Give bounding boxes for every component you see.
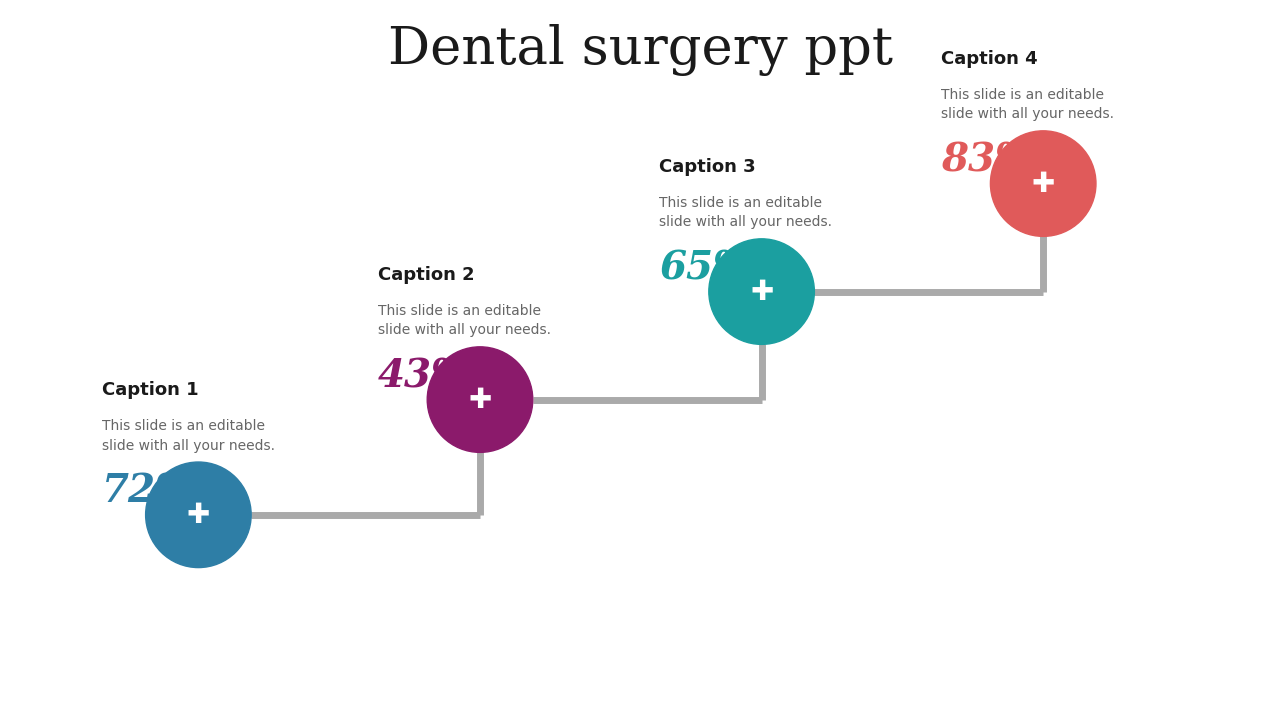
Text: Caption 2: Caption 2 bbox=[378, 266, 474, 284]
Text: Dental surgery ppt: Dental surgery ppt bbox=[388, 24, 892, 76]
Text: ✚: ✚ bbox=[750, 278, 773, 305]
Text: 65%: 65% bbox=[659, 249, 750, 287]
Text: This slide is an editable
slide with all your needs.: This slide is an editable slide with all… bbox=[941, 88, 1114, 122]
Text: This slide is an editable
slide with all your needs.: This slide is an editable slide with all… bbox=[659, 196, 832, 230]
Circle shape bbox=[991, 131, 1096, 236]
Circle shape bbox=[428, 347, 532, 452]
Text: This slide is an editable
slide with all your needs.: This slide is an editable slide with all… bbox=[378, 304, 550, 338]
Circle shape bbox=[709, 239, 814, 344]
Text: Caption 4: Caption 4 bbox=[941, 50, 1037, 68]
Circle shape bbox=[146, 462, 251, 567]
Text: Caption 1: Caption 1 bbox=[102, 381, 198, 399]
Text: ✚: ✚ bbox=[468, 386, 492, 413]
Text: ✚: ✚ bbox=[187, 501, 210, 528]
Text: 83%: 83% bbox=[941, 141, 1032, 179]
Text: 43%: 43% bbox=[378, 357, 468, 395]
Text: ✚: ✚ bbox=[1032, 170, 1055, 197]
Text: This slide is an editable
slide with all your needs.: This slide is an editable slide with all… bbox=[102, 419, 275, 453]
Text: Caption 3: Caption 3 bbox=[659, 158, 755, 176]
Text: 72%: 72% bbox=[102, 472, 193, 510]
